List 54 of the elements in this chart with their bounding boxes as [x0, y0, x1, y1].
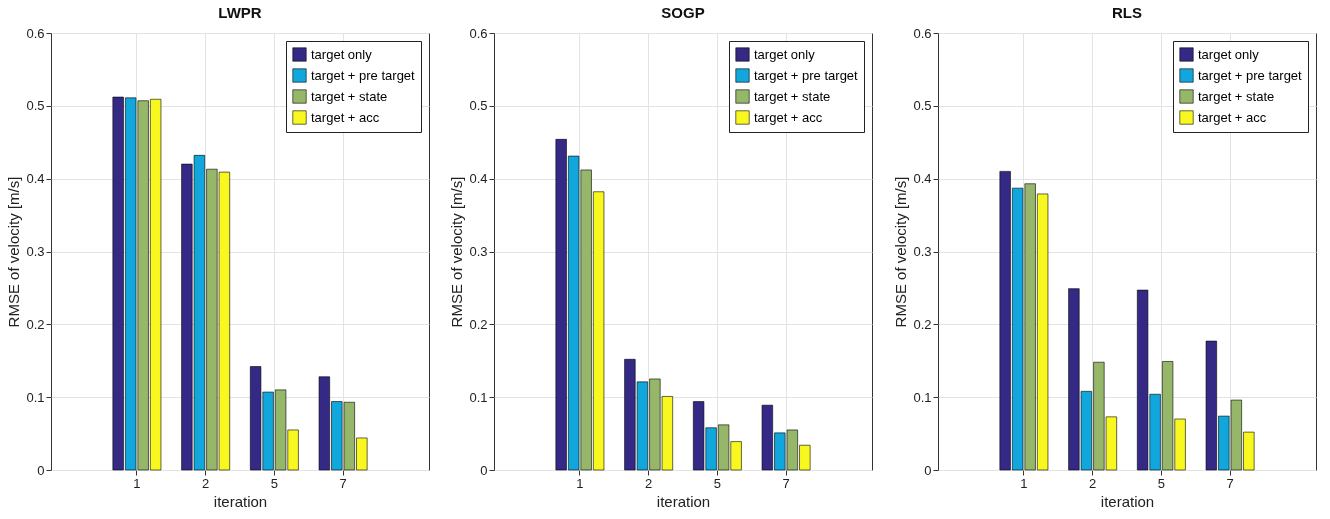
x-tick-label: 5 [714, 475, 722, 491]
legend-label: target + state [311, 88, 388, 104]
x-tick-label: 7 [1226, 475, 1234, 491]
y-tick-label: 0 [37, 462, 45, 478]
legend-label: target only [311, 46, 373, 62]
x-tick-label: 2 [202, 475, 210, 491]
x-tick-label: 1 [576, 475, 584, 491]
y-tick-label: 0.4 [26, 171, 45, 187]
y-tick-label: 0.5 [913, 98, 932, 114]
y-tick-label: 0.3 [913, 244, 932, 259]
x-axis-title: iteration [657, 492, 711, 510]
x-axis-title: iteration [1100, 492, 1154, 510]
x-tick-label: 1 [1019, 475, 1028, 491]
x-tick-label: 7 [339, 475, 347, 491]
chart-title: SOGP [661, 4, 706, 21]
y-tick-label: 0.1 [26, 389, 45, 405]
y-tick-label: 0 [923, 462, 932, 478]
x-tick-label: 5 [1157, 475, 1165, 491]
y-tick-label: 0.6 [26, 25, 45, 41]
legend-label: target + pre target [754, 67, 859, 83]
x-axis-title: iteration [213, 492, 268, 510]
y-tick-label: 0.3 [26, 244, 45, 259]
legend-label: target + acc [311, 109, 380, 125]
legend-label: target + state [1197, 88, 1274, 104]
y-tick-label: 0.6 [469, 25, 488, 41]
legend-label: target + pre target [311, 67, 416, 83]
y-tick-label: 0.2 [469, 316, 488, 332]
y-tick-label: 0.5 [469, 98, 488, 114]
y-tick-label: 0.2 [26, 316, 45, 332]
legend-label: target + pre target [1197, 67, 1302, 83]
legend-label: target + state [754, 88, 831, 104]
y-axis-title: RMSE of velocity [m/s] [892, 176, 910, 328]
y-tick-label: 0.4 [913, 171, 932, 187]
x-tick-label: 2 [645, 475, 653, 491]
x-tick-label: 1 [133, 475, 141, 491]
legend-label: target only [1197, 46, 1259, 62]
y-tick-label: 0 [480, 462, 488, 478]
y-tick-label: 0.4 [469, 171, 488, 187]
legend-label: target only [754, 46, 816, 62]
x-tick-label: 7 [782, 475, 791, 491]
y-tick-label: 0.5 [26, 98, 45, 114]
y-tick-label: 0.6 [913, 25, 932, 41]
chart-title: LWPR [218, 4, 262, 21]
y-tick-label: 0.3 [469, 244, 488, 259]
legend-label: target + acc [754, 109, 824, 125]
y-axis-title: RMSE of velocity [m/s] [5, 176, 23, 328]
x-tick-label: 2 [1088, 475, 1096, 491]
legend-label: target + acc [1197, 109, 1267, 125]
y-tick-label: 0.2 [913, 316, 932, 332]
chart-title: RLS [1111, 4, 1142, 21]
x-tick-label: 5 [270, 475, 278, 491]
y-tick-label: 0.1 [913, 389, 932, 405]
y-axis-title: RMSE of velocity [m/s] [448, 176, 466, 328]
y-tick-label: 0.1 [469, 389, 488, 405]
